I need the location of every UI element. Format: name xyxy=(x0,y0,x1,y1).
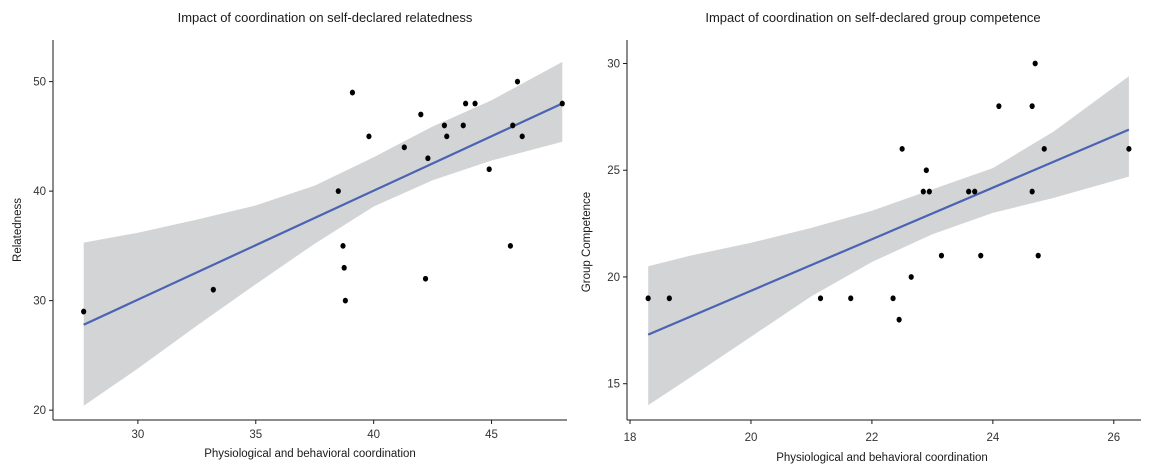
data-point xyxy=(441,122,447,129)
data-point xyxy=(890,295,896,302)
x-tick-label: 24 xyxy=(986,432,999,444)
relatedness-panel: Impact of coordination on self-declared … xyxy=(12,10,567,460)
data-point xyxy=(817,295,824,302)
data-point xyxy=(81,308,87,315)
data-point xyxy=(1035,252,1041,259)
chart-title: Impact of coordination on self-declared … xyxy=(705,10,1040,25)
confidence-band xyxy=(648,76,1129,406)
data-point xyxy=(972,188,978,195)
y-tick-label: 30 xyxy=(33,296,46,308)
data-point xyxy=(514,78,521,85)
y-tick-label: 20 xyxy=(33,405,46,417)
data-point xyxy=(425,155,431,162)
data-point xyxy=(908,274,914,280)
data-point xyxy=(923,167,929,174)
confidence-band-group xyxy=(83,61,563,406)
data-point xyxy=(519,133,525,140)
x-tick-label: 35 xyxy=(249,429,262,441)
data-points-group xyxy=(81,78,565,315)
data-point xyxy=(486,166,492,173)
x-ticks-group: 30 35 40 45 xyxy=(131,420,498,441)
data-points-group xyxy=(645,60,1132,323)
regression-line xyxy=(83,102,563,326)
data-point xyxy=(349,89,356,96)
data-point xyxy=(1029,103,1035,110)
chart-title: Impact of coordination on self-declared … xyxy=(178,10,473,25)
y-tick-label: 50 xyxy=(33,77,46,89)
data-point xyxy=(335,188,341,195)
x-ticks-group: 18 20 22 24 26 xyxy=(624,420,1120,444)
x-tick-label: 40 xyxy=(367,429,380,441)
confidence-band xyxy=(83,61,563,406)
data-point xyxy=(1126,145,1132,152)
data-point xyxy=(666,295,672,302)
x-tick-label: 18 xyxy=(624,432,637,444)
y-ticks-group: 20 30 40 50 xyxy=(33,77,53,417)
data-point xyxy=(510,122,516,129)
data-point xyxy=(463,100,469,107)
data-point xyxy=(341,264,347,271)
x-tick-label: 45 xyxy=(485,429,498,441)
data-point xyxy=(559,100,565,107)
data-point xyxy=(472,100,478,107)
regression-line xyxy=(647,128,1130,336)
y-tick-label: 15 xyxy=(607,379,620,391)
x-axis-label: Physiological and behavioral coordinatio… xyxy=(204,448,416,460)
data-point xyxy=(926,188,932,195)
data-point xyxy=(896,316,902,323)
data-point xyxy=(444,133,450,140)
data-point xyxy=(938,252,945,259)
x-tick-label: 22 xyxy=(866,432,879,444)
data-point xyxy=(1041,145,1047,152)
x-tick-label: 30 xyxy=(131,429,144,441)
data-point xyxy=(978,252,984,259)
regression-line-group xyxy=(647,128,1130,336)
y-axis-label: Group Competence xyxy=(581,192,593,292)
data-point xyxy=(645,295,651,302)
data-point xyxy=(848,295,854,302)
y-ticks-group: 15 20 25 30 xyxy=(607,58,627,391)
data-point xyxy=(401,144,407,151)
data-point xyxy=(1032,60,1038,67)
data-point xyxy=(418,111,424,118)
data-point xyxy=(342,297,348,304)
y-tick-label: 25 xyxy=(607,165,620,177)
x-tick-label: 26 xyxy=(1107,432,1120,444)
data-point xyxy=(899,145,905,152)
y-tick-label: 40 xyxy=(33,186,46,198)
data-point xyxy=(340,242,346,249)
group-competence-panel: Impact of coordination on self-declared … xyxy=(581,10,1141,464)
y-tick-label: 30 xyxy=(607,58,620,70)
data-point xyxy=(966,188,972,195)
data-point xyxy=(422,275,429,282)
data-point xyxy=(366,133,372,140)
data-point xyxy=(996,103,1002,110)
data-point xyxy=(460,122,466,129)
y-tick-label: 20 xyxy=(607,272,620,284)
data-point xyxy=(1029,188,1035,195)
confidence-band-group xyxy=(648,76,1129,406)
data-point xyxy=(507,242,514,249)
x-tick-label: 20 xyxy=(745,432,758,444)
regression-line-group xyxy=(83,102,563,326)
y-axis-label: Relatedness xyxy=(12,198,24,262)
x-axis-label: Physiological and behavioral coordinatio… xyxy=(776,452,988,464)
data-point xyxy=(210,286,216,293)
data-point xyxy=(920,188,926,195)
